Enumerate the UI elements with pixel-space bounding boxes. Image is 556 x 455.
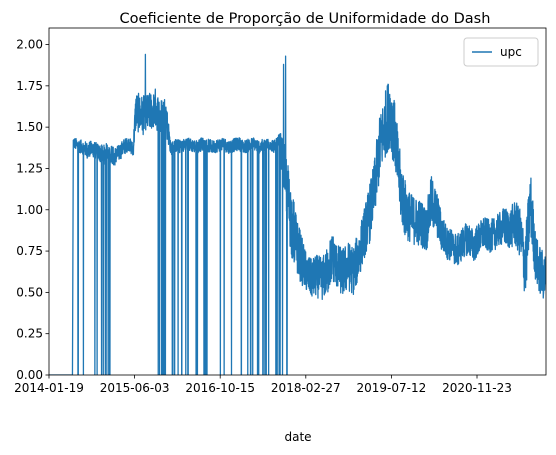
x-tick-label: 2016-10-15 — [185, 381, 255, 395]
y-tick-label: 0.00 — [16, 368, 43, 382]
x-tick-label: 2014-01-19 — [14, 381, 84, 395]
legend-box — [463, 37, 539, 67]
x-tick-label: 2015-06-03 — [100, 381, 170, 395]
plot-area — [49, 53, 546, 375]
y-tick-label: 1.25 — [16, 161, 43, 175]
chart-title: Coeficiente de Proporção de Uniformidade… — [120, 11, 491, 27]
legend: upc — [463, 37, 539, 67]
series-line-upc — [49, 53, 546, 375]
legend-label-upc: upc — [500, 45, 522, 59]
y-tick-label: 1.75 — [16, 79, 43, 93]
y-tick-label: 0.75 — [16, 244, 43, 258]
y-tick-label: 1.00 — [16, 203, 43, 217]
axes-frame — [48, 27, 547, 376]
series-layer — [49, 53, 546, 375]
x-tick-label: 2019-07-12 — [357, 381, 427, 395]
y-tick-label: 0.50 — [16, 285, 43, 299]
y-tick-label: 0.25 — [16, 327, 43, 341]
y-axis: 0.00 0.25 0.50 0.75 1.00 1.25 1.50 1.75 2.00 — [16, 38, 49, 382]
x-tick-label: 2020-11-23 — [442, 381, 512, 395]
y-tick-label: 1.50 — [16, 120, 43, 134]
x-axis-label: date — [284, 430, 311, 444]
x-tick-label: 2018-02-27 — [271, 381, 341, 395]
x-axis: 2014-01-19 2015-06-03 2016-10-15 2018-02-27… — [14, 375, 512, 395]
y-tick-label: 2.00 — [16, 38, 43, 52]
